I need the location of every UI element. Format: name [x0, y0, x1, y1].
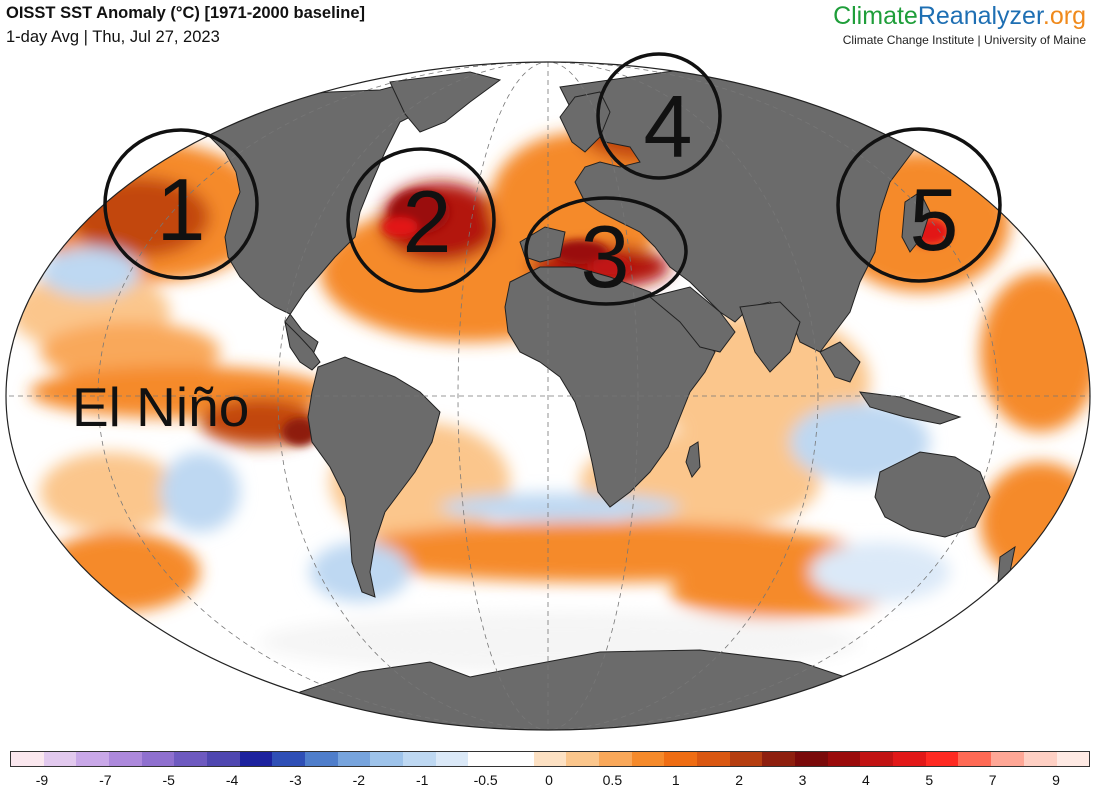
colorbar — [10, 751, 1090, 767]
colorbar-tick-label: -7 — [99, 772, 112, 788]
greenland — [389, 71, 502, 133]
japan — [901, 191, 931, 253]
colorbar-tick-label: -2 — [352, 772, 366, 788]
colorbar-tick-label: 0.5 — [602, 772, 623, 788]
arabia — [648, 286, 736, 353]
colorbar-tick-label: -3 — [289, 772, 302, 788]
globe-body — [6, 62, 1090, 730]
map-subtitle: 1-day Avg | Thu, Jul 27, 2023 — [6, 28, 220, 46]
indonesia — [858, 391, 962, 425]
colorbar-tick-label: -4 — [225, 772, 239, 788]
brand-subline: Climate Change Institute | University of… — [842, 33, 1086, 47]
colorbar-swatch — [697, 752, 730, 766]
central-america — [284, 320, 321, 371]
region-label-1: 1 — [157, 160, 206, 259]
colorbar-swatch — [566, 752, 600, 766]
region-label-4: 4 — [644, 77, 693, 176]
eurasia — [559, 69, 961, 353]
region-label-2: 2 — [403, 172, 452, 271]
colorbar-tick-label: 0 — [545, 772, 553, 788]
colorbar-tick-label: 3 — [798, 772, 807, 788]
colorbar-swatch — [272, 752, 306, 766]
colorbar-swatch — [795, 752, 828, 766]
region-circle-3 — [524, 196, 688, 306]
south-america — [307, 356, 441, 598]
brand-part-reanalyzer: Reanalyzer — [917, 2, 1043, 30]
madagascar — [685, 441, 701, 478]
colorbar-tick-label: 5 — [925, 772, 934, 788]
colorbar-swatch — [305, 752, 338, 766]
colorbar-swatch — [468, 752, 502, 766]
map-title: OISST SST Anomaly (°C) [1971-2000 baseli… — [6, 4, 366, 22]
colorbar-swatch — [860, 752, 894, 766]
colorbar-tick-label: -1 — [416, 772, 429, 788]
colorbar-tick-label: -9 — [35, 772, 49, 788]
colorbar-tick-label: 1 — [671, 772, 680, 788]
colorbar-swatch — [599, 752, 632, 766]
globe-outline — [5, 61, 1091, 731]
colorbar-swatch — [762, 752, 796, 766]
southeast-asia — [819, 341, 861, 383]
brand-part-climate: Climate — [833, 2, 918, 30]
region-circle-5 — [836, 127, 1002, 283]
colorbar-swatch — [239, 752, 273, 766]
colorbar-swatch — [141, 752, 175, 766]
el-nino-label: El Niño — [72, 376, 249, 438]
colorbar-swatch — [631, 752, 665, 766]
colorbar-swatch — [370, 752, 404, 766]
colorbar-swatch — [109, 752, 142, 766]
colorbar-swatch — [435, 752, 469, 766]
colorbar-swatch — [11, 752, 44, 766]
colorbar-swatch — [501, 752, 534, 766]
colorbar-tick-label: -0.5 — [473, 772, 498, 788]
region-circle-1 — [103, 128, 259, 280]
colorbar-swatch — [403, 752, 436, 766]
colorbar-swatch — [1023, 752, 1057, 766]
region-circles — [103, 52, 1002, 306]
colorbar-swatch — [337, 752, 371, 766]
brand-part-org: .org — [1042, 2, 1086, 30]
colorbar-tick-label: 7 — [988, 772, 997, 788]
region-circle-2 — [346, 147, 496, 293]
colorbar-tick-label: -5 — [162, 772, 175, 788]
colorbar-swatch — [925, 752, 959, 766]
colorbar-swatch — [174, 752, 208, 766]
brand-logo[interactable]: ClimateReanalyzer.org — [833, 2, 1086, 31]
colorbar-tick-label: 4 — [861, 772, 870, 788]
region-label-5: 5 — [910, 170, 959, 269]
africa — [504, 266, 716, 508]
region-labels: 1 2 3 4 5 — [157, 77, 959, 306]
sst-anomaly-map: 1 2 3 4 5 El Niño — [5, 52, 1091, 731]
region-label-3: 3 — [581, 207, 630, 306]
colorbar-swatch — [664, 752, 698, 766]
colorbar-swatch — [76, 752, 110, 766]
colorbar-swatch — [729, 752, 763, 766]
india — [739, 301, 801, 373]
australia — [874, 451, 991, 538]
colorbar-swatch — [207, 752, 240, 766]
colorbar-tick-label: 2 — [735, 772, 744, 788]
colorbar-swatch — [533, 752, 567, 766]
colorbar-tick-label: 9 — [1052, 772, 1060, 788]
colorbar-swatch — [1056, 752, 1090, 766]
region-circle-4 — [596, 52, 722, 180]
colorbar-swatch — [893, 752, 926, 766]
graticule — [6, 62, 1090, 730]
colorbar-swatch — [958, 752, 992, 766]
colorbar-swatch — [827, 752, 861, 766]
colorbar-swatch — [43, 752, 77, 766]
colorbar-swatch — [991, 752, 1024, 766]
